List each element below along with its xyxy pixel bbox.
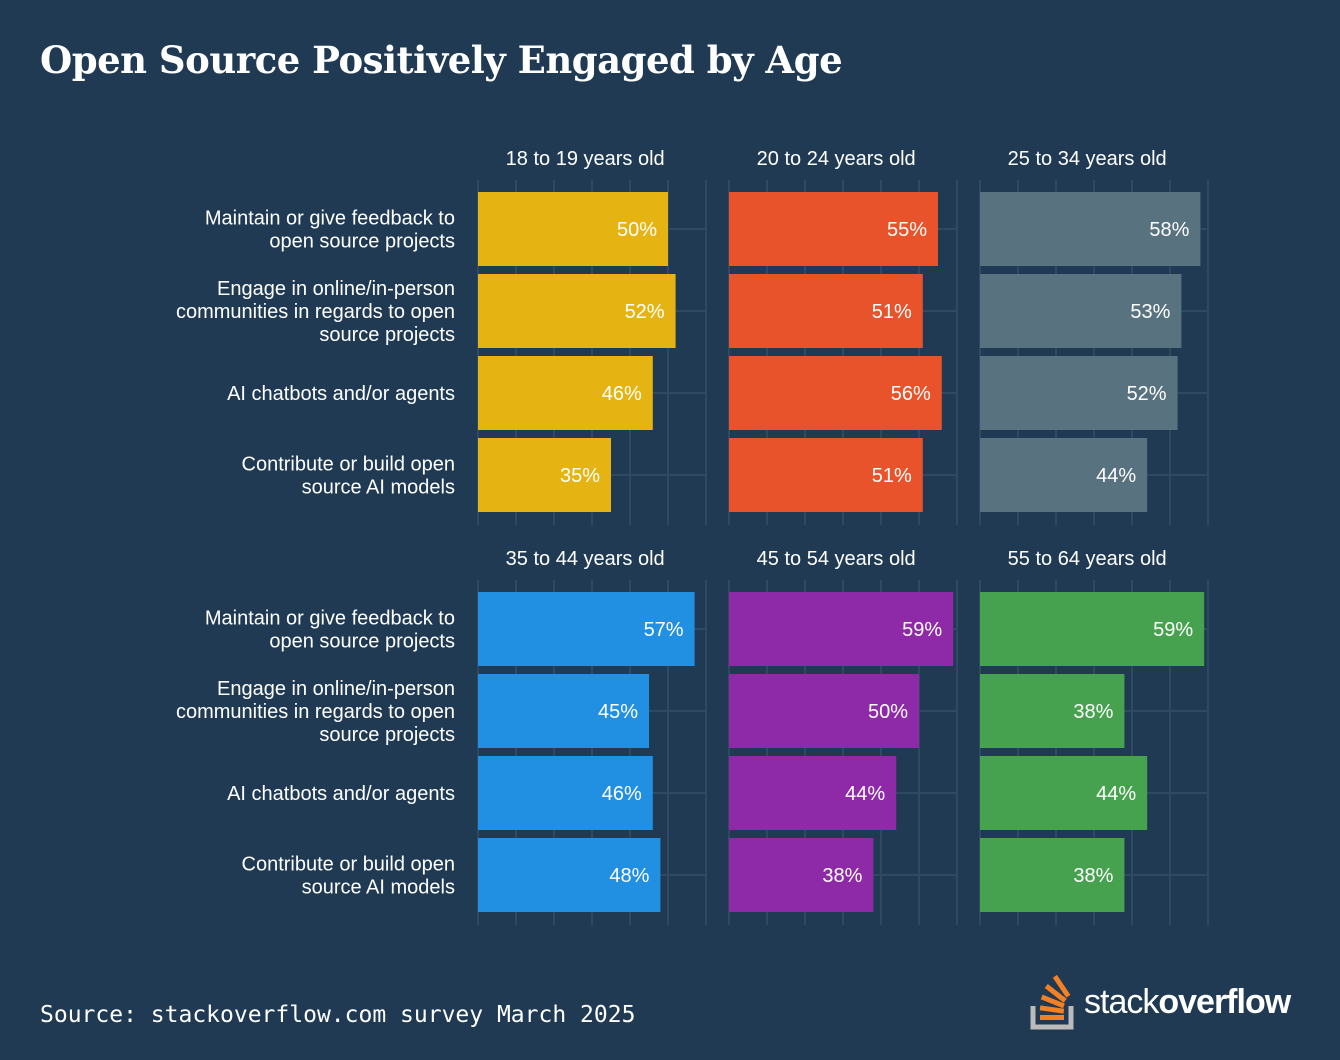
panel-title: 35 to 44 years old [506, 548, 665, 570]
bar [729, 838, 874, 912]
category-label: AI chatbots and/or agents [227, 783, 455, 805]
bar [980, 674, 1125, 748]
source-note: Source: stackoverflow.com survey March 2… [40, 1002, 636, 1028]
bar [980, 192, 1201, 266]
bar [980, 356, 1178, 430]
bar [478, 592, 695, 666]
logo-wordmark: stackoverflow [1084, 982, 1291, 1022]
bar-value-label: 58% [1149, 219, 1189, 241]
bar [729, 756, 897, 830]
bar [729, 438, 923, 512]
bar [729, 274, 923, 348]
logo-text-light: stack [1084, 982, 1159, 1021]
bar-value-label: 45% [598, 701, 638, 723]
category-label-line: open source projects [269, 231, 455, 253]
category-label-line: AI chatbots and/or agents [227, 783, 455, 805]
bar [980, 592, 1205, 666]
category-label-line: open source projects [269, 631, 455, 653]
category-label: Maintain or give feedback to open source … [205, 608, 455, 653]
bar-value-label: 51% [872, 465, 912, 487]
panel-title: 55 to 64 years old [1008, 548, 1167, 570]
bar [478, 274, 676, 348]
bar [980, 756, 1148, 830]
bar [478, 438, 611, 512]
category-label: Maintain or give feedback to open source … [205, 208, 455, 253]
bar-value-label: 59% [902, 619, 942, 641]
stack-overflow-icon [1030, 974, 1074, 1030]
category-label: Contribute or build open source AI models [242, 854, 455, 899]
bar-value-label: 48% [609, 865, 649, 887]
bar [478, 674, 649, 748]
panel-title: 45 to 54 years old [757, 548, 916, 570]
bar [729, 592, 954, 666]
category-label-line: source projects [319, 324, 455, 346]
category-label-line: Maintain or give feedback to [205, 208, 455, 230]
bar-value-label: 57% [644, 619, 684, 641]
category-label: Contribute or build open source AI models [242, 454, 455, 499]
bar-value-label: 50% [868, 701, 908, 723]
stack-overflow-logo: stackoverflow [1030, 972, 1310, 1032]
bar-value-label: 38% [1073, 701, 1113, 723]
bar [729, 192, 938, 266]
bar [980, 438, 1148, 512]
faceted-bar-chart: 18 to 19 years old 50% 52% 46% 35% 20 to 24 y… [176, 148, 1209, 925]
bar-value-label: 38% [822, 865, 862, 887]
category-label-line: Maintain or give feedback to [205, 608, 455, 630]
panel-title: 20 to 24 years old [757, 148, 916, 170]
bar-value-label: 35% [560, 465, 600, 487]
category-label: Engage in online/in-person communities in… [176, 678, 455, 746]
panel-title: 25 to 34 years old [1008, 148, 1167, 170]
bar [478, 192, 668, 266]
chart-title: Open Source Positively Engaged by Age [40, 38, 843, 82]
bar-value-label: 50% [617, 219, 657, 241]
bar-value-label: 46% [602, 783, 642, 805]
category-label-line: Engage in online/in-person [217, 678, 455, 700]
category-label-line: communities in regards to open [176, 701, 455, 723]
bar-value-label: 44% [845, 783, 885, 805]
category-label-line: source AI models [302, 477, 455, 499]
bar-value-label: 38% [1073, 865, 1113, 887]
bar-value-label: 51% [872, 301, 912, 323]
bar-value-label: 46% [602, 383, 642, 405]
bar-value-label: 52% [1127, 383, 1167, 405]
bar-value-label: 44% [1096, 465, 1136, 487]
bar-value-label: 56% [891, 383, 931, 405]
category-label-line: AI chatbots and/or agents [227, 383, 455, 405]
bar [980, 274, 1182, 348]
bar [478, 356, 653, 430]
category-label-line: communities in regards to open [176, 301, 455, 323]
bar [478, 838, 661, 912]
category-label: Engage in online/in-person communities in… [176, 278, 455, 346]
category-label: AI chatbots and/or agents [227, 383, 455, 405]
category-label-line: Engage in online/in-person [217, 278, 455, 300]
bar-value-label: 53% [1130, 301, 1170, 323]
bar [478, 756, 653, 830]
category-label-line: source projects [319, 724, 455, 746]
logo-text-bold: overflow [1158, 982, 1291, 1021]
bar [980, 838, 1125, 912]
bar-value-label: 55% [887, 219, 927, 241]
category-label-line: Contribute or build open [242, 854, 455, 876]
bar [729, 674, 919, 748]
bar-value-label: 44% [1096, 783, 1136, 805]
bar-value-label: 59% [1153, 619, 1193, 641]
bar [729, 356, 942, 430]
panel-title: 18 to 19 years old [506, 148, 665, 170]
bar-value-label: 52% [625, 301, 665, 323]
category-label-line: Contribute or build open [242, 454, 455, 476]
category-label-line: source AI models [302, 877, 455, 899]
